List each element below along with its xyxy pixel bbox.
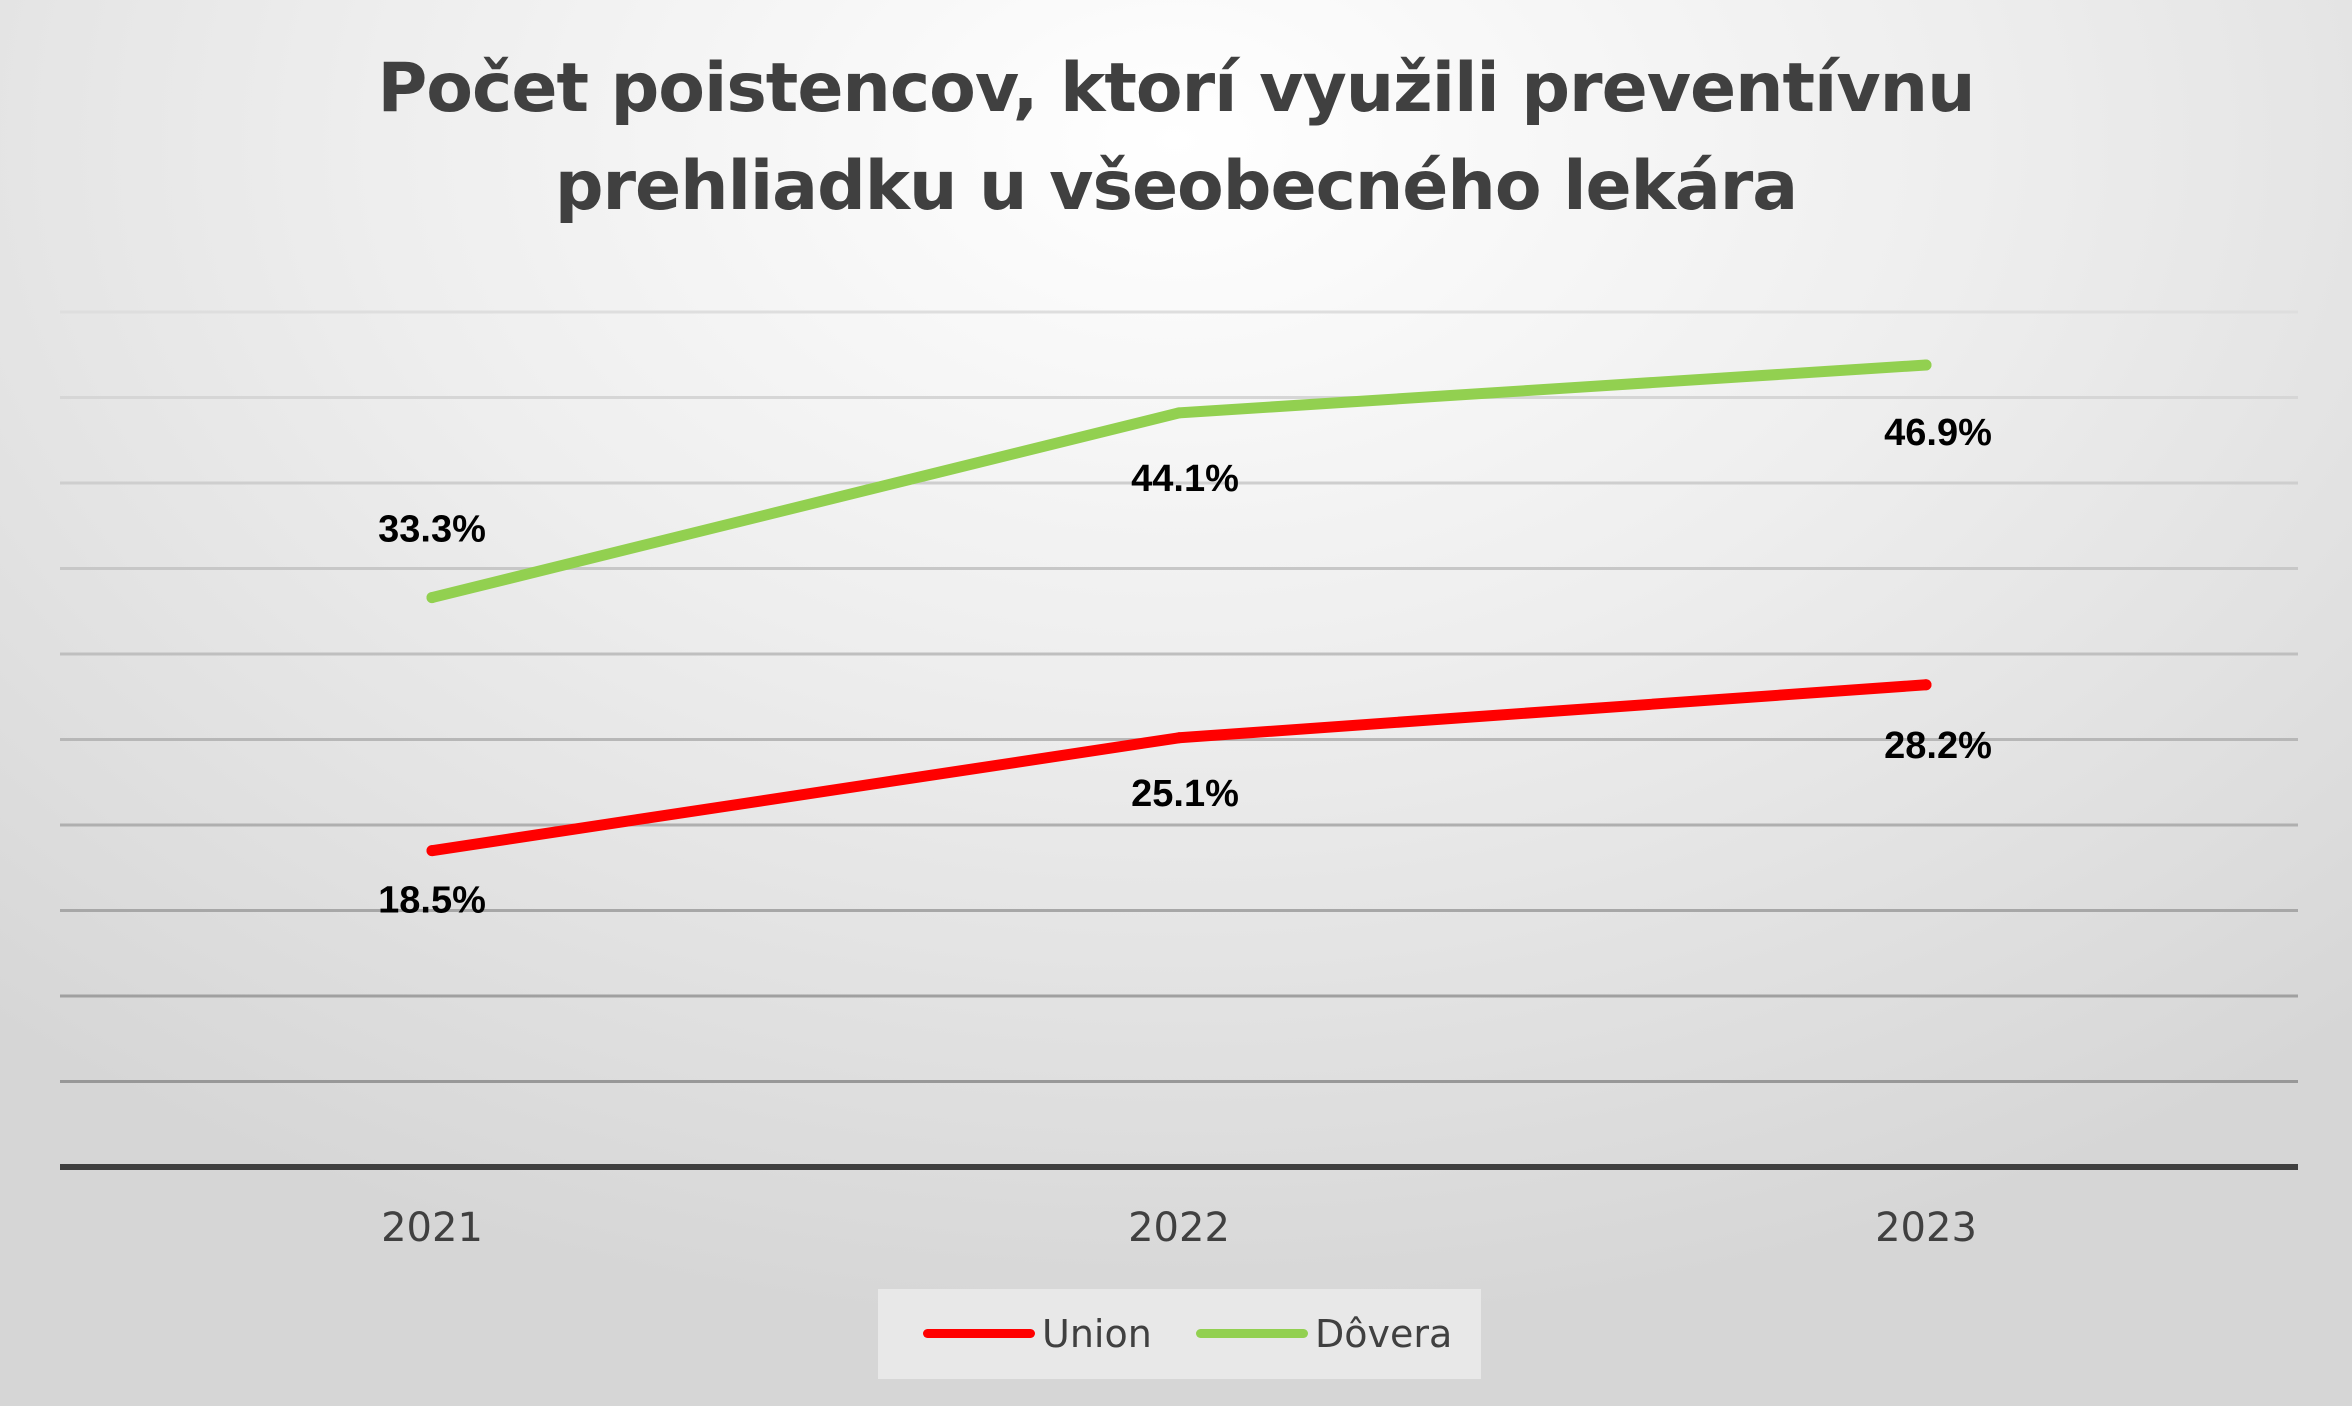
data-point: [1173, 407, 1185, 419]
x-tick-label: 2021: [381, 1205, 483, 1251]
data-point: [426, 845, 438, 857]
legend-swatch-union: [923, 1329, 1035, 1338]
x-axis: 2021 2022 2023: [60, 1164, 2298, 1251]
data-label: 28.2%: [1884, 725, 1992, 767]
chart-title: Počet poistencov, ktorí využili preventí…: [0, 40, 2352, 236]
x-tick-label: 2023: [1875, 1205, 1977, 1251]
data-label: 46.9%: [1884, 412, 1992, 454]
data-labels: 18.5% 25.1% 28.2% 33.3% 44.1% 46.9%: [378, 412, 1992, 922]
data-label: 18.5%: [378, 880, 486, 922]
chart-title-line-2: prehliadku u všeobecného lekára: [554, 147, 1798, 226]
legend: Union Dôvera: [878, 1289, 1481, 1379]
gridlines: [60, 310, 2298, 1083]
legend-swatch-dovera: [1196, 1329, 1308, 1338]
data-point: [426, 592, 438, 604]
x-tick-label: 2022: [1128, 1205, 1230, 1251]
chart-title-line-1: Počet poistencov, ktorí využili preventí…: [377, 49, 1975, 128]
series-lines: [426, 359, 1932, 857]
data-label: 25.1%: [1131, 773, 1239, 815]
legend-label-union: Union: [1042, 1312, 1152, 1356]
legend-label-dovera: Dôvera: [1315, 1312, 1453, 1356]
data-point: [1173, 732, 1185, 744]
data-point: [1920, 359, 1932, 371]
data-point: [1920, 679, 1932, 691]
data-label: 33.3%: [378, 509, 486, 551]
data-label: 44.1%: [1131, 458, 1239, 500]
